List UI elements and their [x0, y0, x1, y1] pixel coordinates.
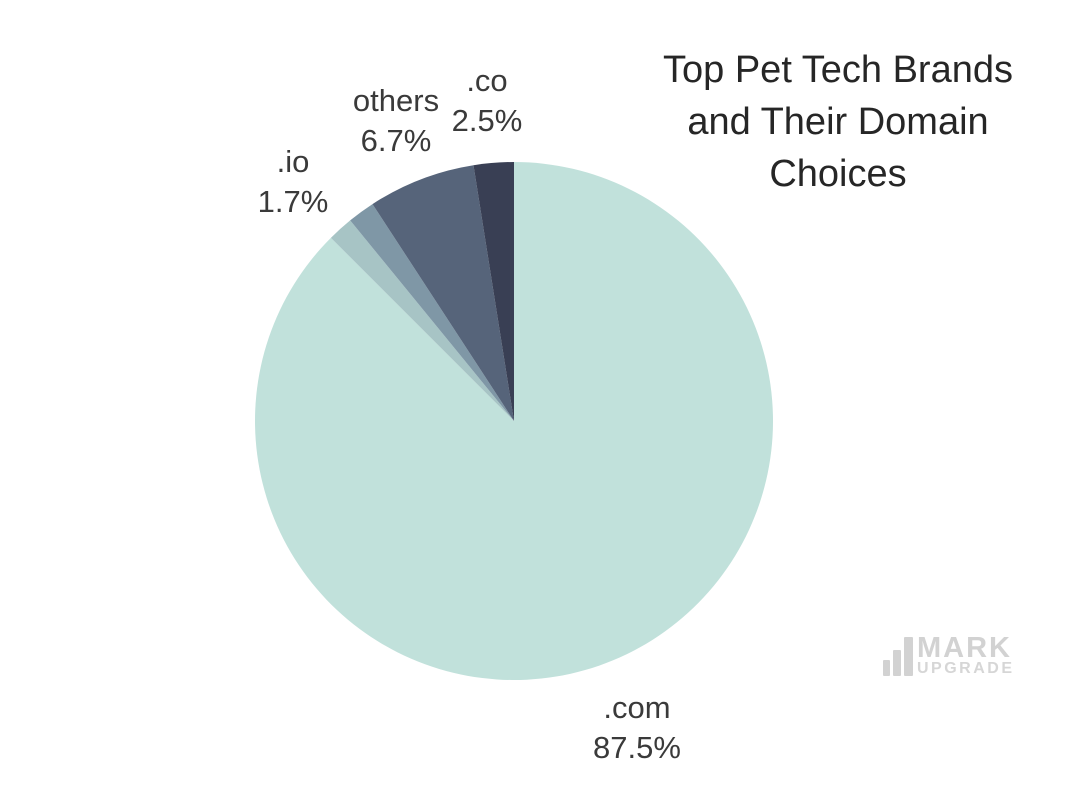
bar-chart-icon-bar	[893, 650, 901, 676]
watermark: MARK UPGRADE	[883, 632, 1015, 677]
slice-label-io: .io 1.7%	[258, 142, 329, 222]
pie-slice-others	[372, 165, 514, 421]
slice-label-name: .io	[276, 144, 310, 179]
slice-label-percent: 87.5%	[593, 730, 681, 765]
chart-title-line: Choices	[769, 153, 907, 195]
slice-label-others: others 6.7%	[353, 81, 439, 161]
chart-title-line: Top Pet Tech Brands	[663, 49, 1013, 91]
bar-chart-icon-bar	[904, 637, 913, 676]
slice-label-name: .com	[603, 690, 671, 725]
slice-label-percent: 2.5%	[451, 103, 523, 138]
slice-label-name: others	[352, 83, 440, 118]
watermark-text: MARK UPGRADE	[917, 632, 1015, 677]
bar-chart-icon-bar	[883, 660, 890, 676]
bar-chart-icon	[883, 637, 913, 676]
slice-label-com: .com 87.5%	[593, 688, 681, 768]
pie-slice-io	[350, 204, 514, 421]
slice-label-name: .co	[466, 63, 508, 98]
chart-title: Top Pet Tech Brands and Their Domain Choic…	[663, 44, 1013, 200]
chart-title-line: and Their Domain	[687, 101, 989, 143]
slice-label-co: .co 2.5%	[452, 61, 523, 141]
slice-label-percent: 6.7%	[360, 123, 432, 158]
pie-slice-co	[473, 162, 514, 421]
watermark-brand-line1: MARK	[917, 632, 1012, 664]
pie-slice-com	[255, 162, 774, 680]
slice-label-percent: 1.7%	[257, 184, 329, 219]
pie-slice-unlabeled	[330, 220, 514, 421]
watermark-brand-line2: UPGRADE	[917, 660, 1015, 677]
